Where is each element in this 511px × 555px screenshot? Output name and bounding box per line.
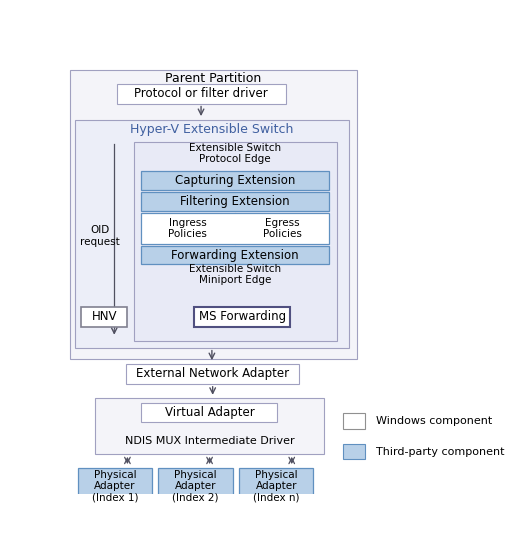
Text: Extensible Switch
Miniport Edge: Extensible Switch Miniport Edge <box>189 264 281 285</box>
Text: MS Forwarding: MS Forwarding <box>199 310 286 324</box>
Bar <box>81 307 127 327</box>
Bar <box>142 403 277 422</box>
Text: Third-party component: Third-party component <box>376 447 505 457</box>
Text: NDIS MUX Intermediate Driver: NDIS MUX Intermediate Driver <box>125 436 294 446</box>
Bar <box>194 307 290 327</box>
Text: Filtering Extension: Filtering Extension <box>180 195 290 208</box>
Bar <box>142 192 329 210</box>
Bar <box>142 171 329 190</box>
Text: HNV: HNV <box>91 310 117 324</box>
Text: Physical
Adapter
(Index 1): Physical Adapter (Index 1) <box>92 470 138 503</box>
Text: Parent Partition: Parent Partition <box>166 72 262 85</box>
Bar <box>70 70 357 359</box>
Bar <box>95 398 323 454</box>
Text: Extensible Switch
Protocol Edge: Extensible Switch Protocol Edge <box>189 143 281 164</box>
Text: Forwarding Extension: Forwarding Extension <box>171 249 299 262</box>
Bar <box>117 84 286 104</box>
Bar <box>133 142 337 341</box>
Bar <box>343 413 364 428</box>
Text: Ingress
Policies: Ingress Policies <box>169 218 207 239</box>
Text: Windows component: Windows component <box>376 416 493 426</box>
Text: Capturing Extension: Capturing Extension <box>175 174 295 187</box>
Text: Protocol or filter driver: Protocol or filter driver <box>134 87 268 100</box>
Text: Hyper-V Extensible Switch: Hyper-V Extensible Switch <box>130 123 294 136</box>
Text: Egress
Policies: Egress Policies <box>263 218 302 239</box>
Bar <box>78 468 152 504</box>
Bar <box>75 120 349 347</box>
Bar <box>158 468 233 504</box>
Bar <box>126 364 299 384</box>
Text: Physical
Adapter
(Index 2): Physical Adapter (Index 2) <box>172 470 219 503</box>
Bar <box>142 246 329 265</box>
Bar <box>142 213 329 244</box>
Text: External Network Adapter: External Network Adapter <box>136 367 289 380</box>
Bar <box>343 444 364 460</box>
Bar <box>239 468 313 504</box>
Text: Physical
Adapter
(Index n): Physical Adapter (Index n) <box>253 470 299 503</box>
Text: Virtual Adapter: Virtual Adapter <box>165 406 254 419</box>
Text: OID
request: OID request <box>80 225 120 247</box>
